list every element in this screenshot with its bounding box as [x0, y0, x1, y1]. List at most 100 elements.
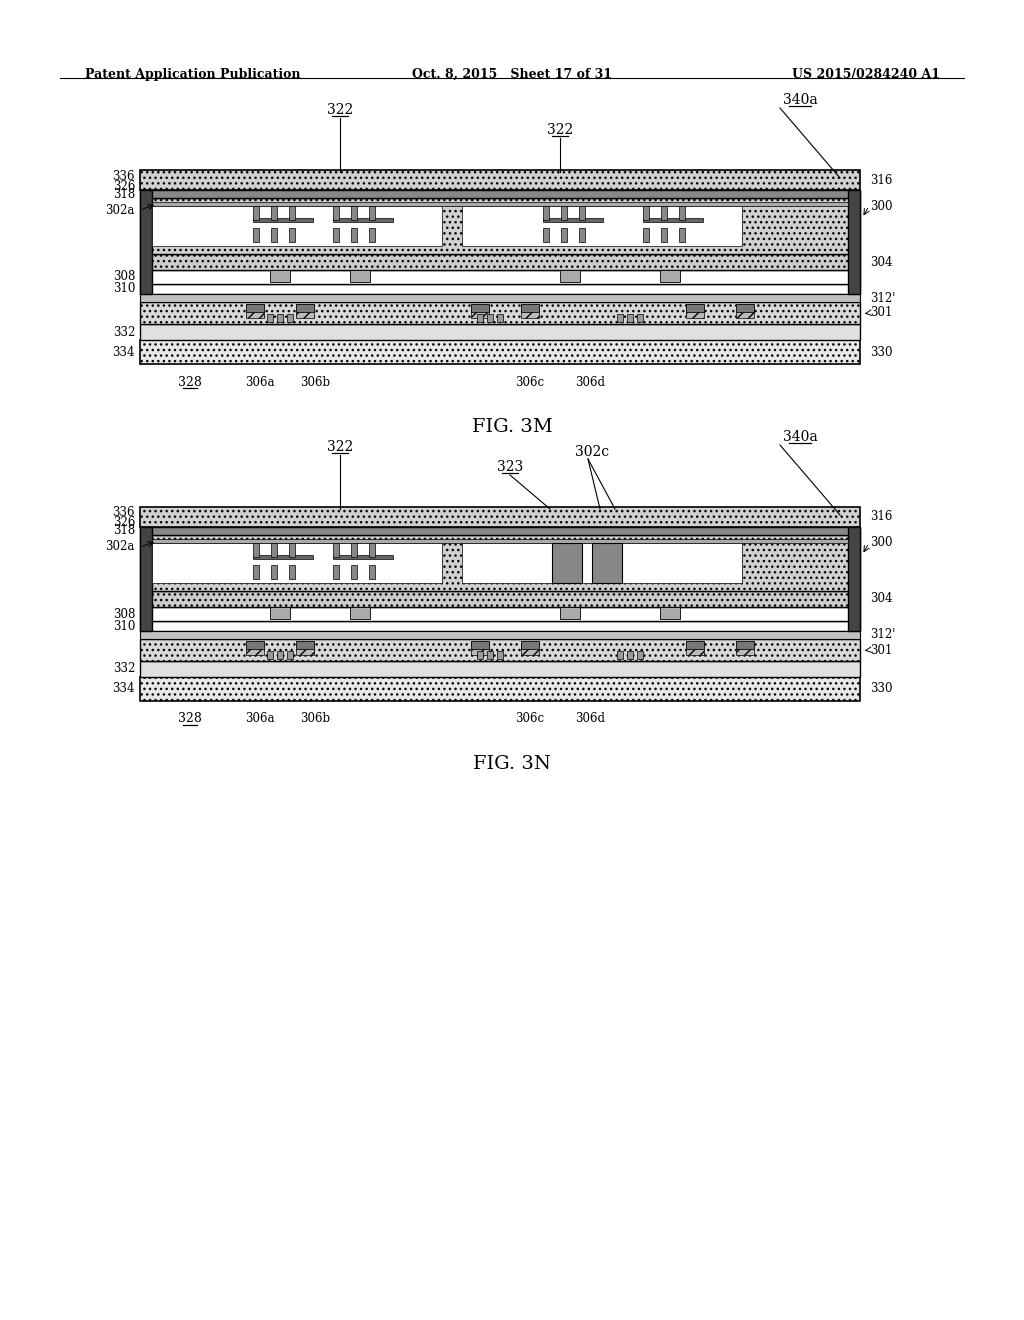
Text: 310: 310 [113, 619, 135, 632]
Bar [627, 314, 633, 322]
Bar [736, 312, 754, 318]
Text: 310: 310 [113, 282, 135, 296]
Bar [592, 543, 622, 583]
Bar [369, 206, 375, 220]
Bar [662, 206, 667, 220]
Text: 306c: 306c [515, 713, 545, 726]
Text: Oct. 8, 2015   Sheet 17 of 31: Oct. 8, 2015 Sheet 17 of 31 [412, 69, 612, 81]
Bar [552, 543, 582, 583]
Bar [267, 314, 273, 322]
Bar [289, 228, 295, 242]
Text: 316: 316 [870, 173, 892, 186]
Bar [140, 294, 860, 302]
Bar [686, 649, 705, 655]
Bar [287, 651, 293, 659]
Bar [521, 304, 539, 312]
Bar [296, 642, 314, 649]
Text: 336: 336 [113, 507, 135, 520]
Bar [278, 651, 283, 659]
Bar [140, 631, 860, 639]
Bar [296, 312, 314, 318]
Text: 306b: 306b [300, 713, 330, 726]
Text: 318: 318 [113, 187, 135, 201]
Bar [637, 651, 643, 659]
Bar [246, 304, 264, 312]
Text: 330: 330 [870, 346, 893, 359]
Bar [333, 228, 339, 242]
Bar [736, 642, 754, 649]
Bar [351, 206, 357, 220]
Bar [471, 642, 489, 649]
Text: 326: 326 [113, 180, 135, 193]
Bar [560, 271, 580, 282]
Bar [462, 206, 742, 246]
Text: 302a: 302a [105, 203, 135, 216]
Bar [140, 639, 860, 661]
Bar [152, 202, 848, 206]
Bar [351, 543, 357, 557]
Bar [497, 314, 503, 322]
Bar [333, 565, 339, 579]
Bar [637, 314, 643, 322]
Text: 332: 332 [113, 663, 135, 676]
Text: 318: 318 [113, 524, 135, 537]
Bar [848, 527, 860, 631]
Text: 304: 304 [870, 256, 893, 268]
Bar [152, 539, 848, 543]
Bar [140, 190, 860, 198]
Bar [333, 206, 339, 220]
Text: 322: 322 [327, 440, 353, 454]
Bar [253, 218, 313, 222]
Bar [271, 228, 278, 242]
Bar [662, 228, 667, 242]
Bar [521, 649, 539, 655]
Bar [686, 642, 705, 649]
Bar [521, 312, 539, 318]
Bar [140, 190, 152, 294]
Bar [477, 651, 483, 659]
Bar [736, 649, 754, 655]
Text: 340a: 340a [782, 92, 817, 107]
Bar [736, 304, 754, 312]
Bar [543, 218, 603, 222]
Bar [333, 543, 339, 557]
Bar [296, 304, 314, 312]
Text: 326: 326 [113, 516, 135, 529]
Bar [660, 271, 680, 282]
Text: 308: 308 [113, 271, 135, 284]
Text: 306d: 306d [575, 375, 605, 388]
Bar [271, 206, 278, 220]
Bar [253, 228, 259, 242]
Text: 306b: 306b [300, 375, 330, 388]
Bar [253, 565, 259, 579]
Bar [140, 198, 860, 253]
Bar [140, 535, 860, 591]
Bar [278, 314, 283, 322]
Bar [643, 206, 649, 220]
Text: 336: 336 [113, 169, 135, 182]
Bar [296, 649, 314, 655]
Bar [561, 206, 567, 220]
Bar [462, 543, 742, 583]
Bar [487, 314, 493, 322]
Text: 306d: 306d [575, 713, 605, 726]
Bar [289, 565, 295, 579]
Bar [140, 507, 860, 527]
Bar [521, 642, 539, 649]
Text: 328: 328 [178, 713, 202, 726]
Bar [289, 206, 295, 220]
Text: 340a: 340a [782, 430, 817, 444]
Bar [679, 206, 685, 220]
Text: 334: 334 [113, 346, 135, 359]
Bar [617, 651, 623, 659]
Bar [471, 649, 489, 655]
Bar [579, 228, 585, 242]
Bar [140, 527, 152, 631]
Bar [487, 651, 493, 659]
Bar [369, 543, 375, 557]
Bar [351, 565, 357, 579]
Bar [543, 228, 549, 242]
Text: 316: 316 [870, 511, 892, 524]
Bar [246, 642, 264, 649]
Bar [270, 271, 290, 282]
